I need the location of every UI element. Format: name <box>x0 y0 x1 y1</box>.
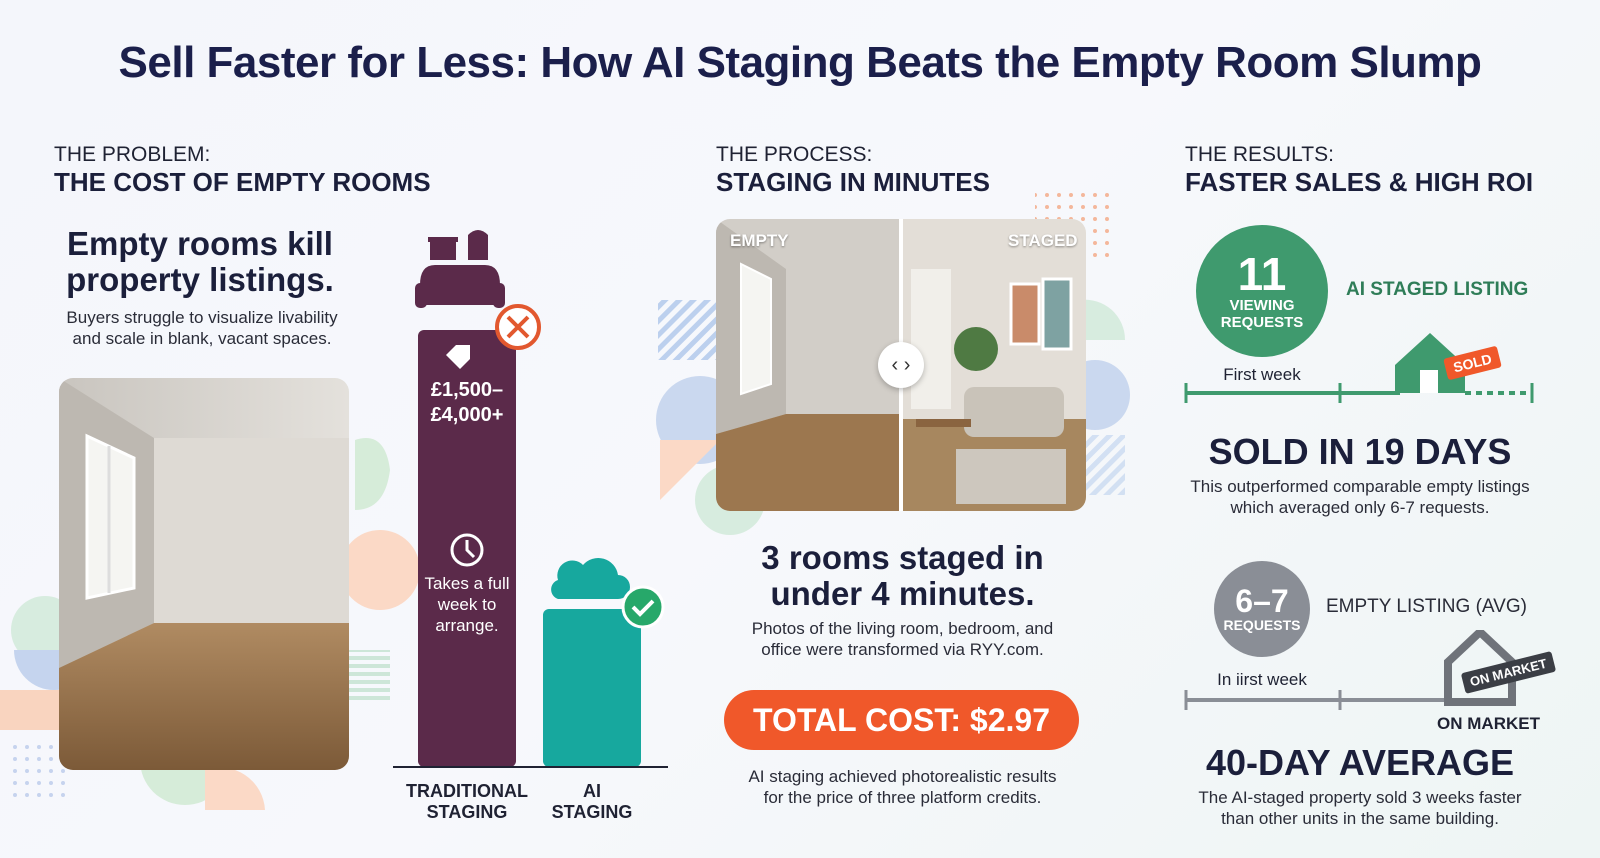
request-label: REQUESTS <box>1223 616 1301 633</box>
section-label: THE PROBLEM: <box>54 143 211 166</box>
section-label: THE RESULTS: <box>1185 143 1334 166</box>
listing-name: EMPTY LISTING (AVG) <box>1326 596 1527 617</box>
section-heading: STAGING IN MINUTES <box>716 167 990 197</box>
before-after-photo <box>716 219 1086 511</box>
before-label: EMPTY <box>730 231 789 250</box>
requests-circle: 6–7 REQUESTS <box>1214 561 1310 657</box>
section-heading: THE COST OF EMPTY ROOMS <box>54 167 431 197</box>
clock-icon <box>450 533 484 567</box>
cloud-icon <box>551 557 630 599</box>
description: The AI-staged property sold 3 weeks fast… <box>1198 788 1522 828</box>
description: Photos of the living room, bedroom, and … <box>751 619 1054 659</box>
total-cost: TOTAL COST: $2.97 <box>724 690 1079 750</box>
ai-bar <box>543 609 641 767</box>
headline: 3 rooms staged in under 4 minutes. <box>761 539 1044 612</box>
section-label: THE PROCESS: <box>716 143 873 166</box>
after-label: STAGED <box>1008 231 1078 250</box>
section-heading: FASTER SALES & HIGH ROI <box>1185 167 1534 197</box>
request-label: VIEWING REQUESTS <box>1220 297 1304 331</box>
bar-label: AI STAGING <box>551 781 633 822</box>
headline: Empty rooms kill property listings. <box>66 225 334 298</box>
request-count: 6–7 <box>1235 582 1289 619</box>
result-headline: SOLD IN 19 DAYS <box>1208 431 1512 472</box>
status-label: ON MARKET <box>1437 714 1540 733</box>
period: In iirst week <box>1217 670 1307 689</box>
furniture-icon <box>415 230 505 308</box>
price-range: £1,500–£4,000+ <box>430 379 504 426</box>
footnote: AI staging achieved photorealistic resul… <box>748 767 1057 807</box>
listing-name: AI STAGED LISTING <box>1346 279 1529 300</box>
price-tag-icon <box>446 345 470 369</box>
check-icon <box>621 585 665 629</box>
viewing-circle: 11 VIEWING REQUESTS <box>1196 225 1328 357</box>
description: This outperformed comparable empty listi… <box>1190 477 1530 517</box>
bar-label: TRADITIONAL STAGING <box>406 781 528 822</box>
empty-room-photo <box>59 378 349 770</box>
description: Buyers struggle to visualize livability … <box>66 308 338 348</box>
time-note: Takes a full week to arrange. <box>424 574 510 635</box>
title: Sell Faster for Less: How AI Staging Bea… <box>118 38 1482 87</box>
period: First week <box>1223 365 1301 384</box>
result-headline: 40-DAY AVERAGE <box>1205 742 1515 783</box>
request-count: 11 <box>1237 248 1287 300</box>
comparison-slider-handle[interactable]: ‹ › <box>878 342 924 388</box>
cost-comparison <box>393 230 668 768</box>
